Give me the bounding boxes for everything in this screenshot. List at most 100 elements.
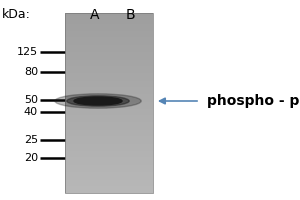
Bar — [65, 136, 153, 138]
Bar — [65, 79, 153, 80]
Bar — [65, 61, 153, 62]
Bar — [65, 15, 153, 16]
Bar — [65, 31, 153, 32]
Bar — [65, 67, 153, 68]
Bar — [65, 168, 153, 169]
Text: 125: 125 — [17, 47, 38, 57]
Bar — [65, 118, 153, 119]
Bar — [65, 192, 153, 193]
Ellipse shape — [55, 94, 141, 108]
Bar — [65, 76, 153, 77]
Bar — [65, 98, 153, 100]
Bar — [65, 73, 153, 74]
Bar — [65, 46, 153, 47]
Bar — [65, 13, 153, 193]
Bar — [65, 175, 153, 176]
Bar — [65, 42, 153, 43]
Bar — [65, 151, 153, 152]
Bar — [65, 56, 153, 58]
Bar — [65, 148, 153, 150]
Bar — [65, 58, 153, 60]
Bar — [65, 144, 153, 145]
Bar — [65, 72, 153, 73]
Bar — [65, 124, 153, 126]
Bar — [65, 109, 153, 110]
Bar — [65, 130, 153, 132]
Bar — [65, 169, 153, 170]
Bar — [65, 154, 153, 156]
Bar — [65, 146, 153, 148]
Bar — [65, 119, 153, 121]
Bar — [65, 184, 153, 186]
Bar — [65, 26, 153, 28]
Bar — [65, 21, 153, 22]
Bar — [65, 104, 153, 106]
Bar — [65, 178, 153, 180]
Bar — [65, 70, 153, 72]
Text: 40: 40 — [24, 107, 38, 117]
Bar — [65, 102, 153, 103]
Bar — [65, 106, 153, 108]
Bar — [65, 122, 153, 124]
Bar — [65, 16, 153, 18]
Text: phospho - p53: phospho - p53 — [207, 94, 300, 108]
Bar — [65, 133, 153, 134]
Bar — [65, 182, 153, 184]
Bar — [65, 142, 153, 144]
Bar — [65, 126, 153, 127]
Bar — [65, 13, 153, 15]
Bar — [65, 25, 153, 26]
Bar — [65, 166, 153, 168]
Bar — [65, 121, 153, 122]
Bar — [65, 152, 153, 154]
Text: 20: 20 — [24, 153, 38, 163]
Bar — [65, 134, 153, 136]
Bar — [65, 158, 153, 160]
Bar — [65, 140, 153, 142]
Ellipse shape — [67, 96, 129, 106]
Text: 50: 50 — [24, 95, 38, 105]
Bar — [65, 37, 153, 38]
Bar — [65, 50, 153, 52]
Bar — [65, 18, 153, 19]
Bar — [65, 129, 153, 130]
Bar — [65, 110, 153, 112]
Bar — [65, 55, 153, 56]
Bar — [65, 145, 153, 146]
Bar — [65, 19, 153, 21]
Bar — [65, 28, 153, 29]
Bar — [65, 49, 153, 50]
Bar — [65, 91, 153, 92]
Bar — [65, 190, 153, 192]
Bar — [65, 116, 153, 118]
Bar — [65, 53, 153, 55]
Bar — [65, 186, 153, 187]
Ellipse shape — [74, 97, 122, 105]
Bar — [65, 103, 153, 104]
Bar — [65, 97, 153, 98]
Bar — [65, 156, 153, 157]
Bar — [65, 38, 153, 40]
Bar — [65, 114, 153, 115]
Bar — [65, 188, 153, 190]
Bar — [65, 22, 153, 23]
Bar — [65, 34, 153, 36]
Bar — [65, 45, 153, 46]
Bar — [65, 160, 153, 162]
Text: B: B — [125, 8, 135, 22]
Bar — [65, 86, 153, 88]
Bar — [65, 66, 153, 67]
Bar — [65, 163, 153, 164]
Bar — [65, 176, 153, 178]
Bar — [65, 64, 153, 66]
Bar — [65, 43, 153, 45]
Bar — [65, 172, 153, 173]
Text: 25: 25 — [24, 135, 38, 145]
Bar — [65, 108, 153, 109]
Bar — [65, 32, 153, 34]
Bar — [65, 127, 153, 129]
Text: kDa:: kDa: — [2, 8, 31, 21]
Bar — [65, 115, 153, 116]
Bar — [65, 157, 153, 158]
Bar — [65, 68, 153, 70]
